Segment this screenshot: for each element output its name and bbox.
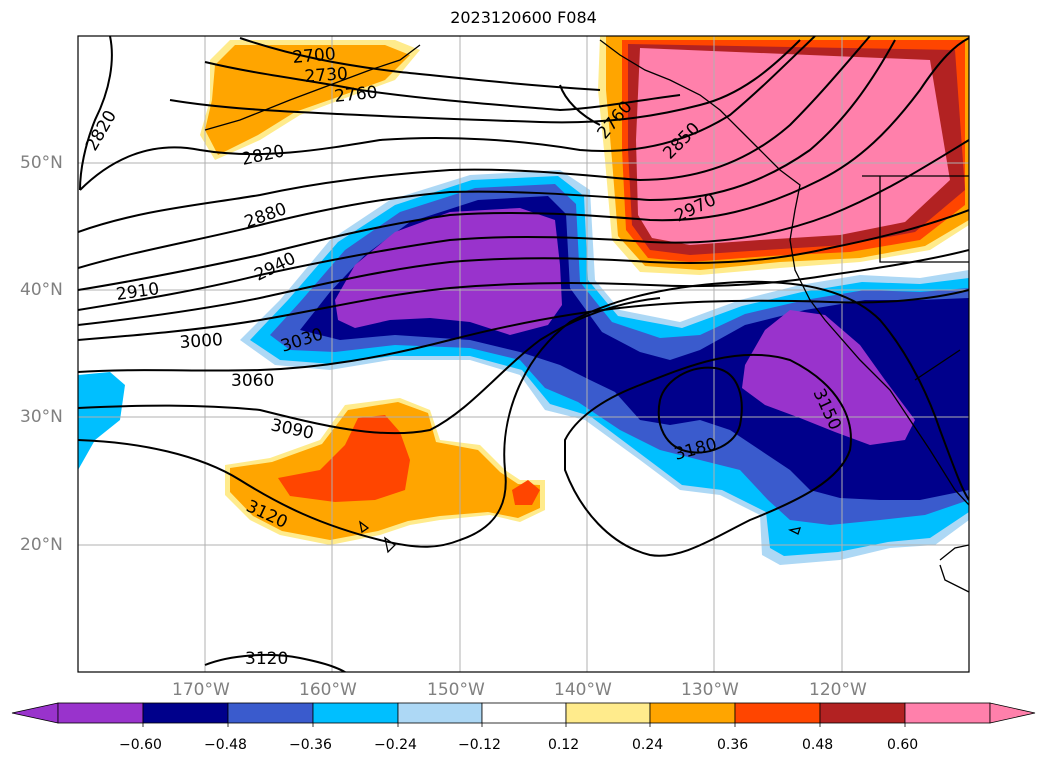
lat-label: 30°N [20,407,63,427]
colorbar-tick-label: 0.12 [548,737,580,753]
anomaly-neg-west [78,372,125,470]
contour-label: 2880 [242,199,289,233]
colorbar-tick-label: 0.48 [802,737,834,753]
lat-label: 40°N [20,280,63,300]
anomaly-neg-purple2 [742,310,915,445]
colorbar [11,702,1036,727]
map-title: 2023120600 F084 [450,8,597,27]
colorbar-extend-right [989,702,1036,724]
contour-label: 2760 [333,83,378,107]
contour-label: 2940 [251,249,299,286]
colorbar-tick-label: −0.24 [374,737,417,753]
colorbar-tick-label: −0.36 [289,737,332,753]
lon-label: 160°W [299,680,357,700]
anomaly-neg-purple [335,208,562,335]
colorbar-tick-label: −0.60 [119,737,162,753]
colorbar-tick-label: 0.60 [887,737,919,753]
contour-label: 3060 [231,371,274,391]
contour-label: 3090 [269,415,315,444]
contour-label: 2820 [82,107,121,154]
coastlines [204,39,969,593]
lat-label: 50°N [20,153,63,173]
contour-label: 2700 [292,44,337,68]
colorbar-tick-label: 0.36 [717,737,749,753]
colorbar-extend-left [11,702,59,724]
lon-label: 170°W [172,680,230,700]
anomaly-pos-hi-red2 [512,480,540,505]
contour-label: 3120 [245,649,288,669]
contour-label: 2730 [304,64,349,87]
lon-label: 140°W [554,680,612,700]
contour-label: 3000 [179,330,224,353]
lon-label: 120°W [809,680,867,700]
lon-label: 150°W [427,680,485,700]
colorbar-tick-label: 0.24 [632,737,664,753]
lat-label: 20°N [20,535,63,555]
colorbar-tick-label: −0.12 [458,737,501,753]
lon-label: 130°W [681,680,739,700]
colorbar-tick-label: −0.48 [204,737,247,753]
height-contours [78,36,969,672]
anomaly-pos-hi-red [278,415,410,502]
